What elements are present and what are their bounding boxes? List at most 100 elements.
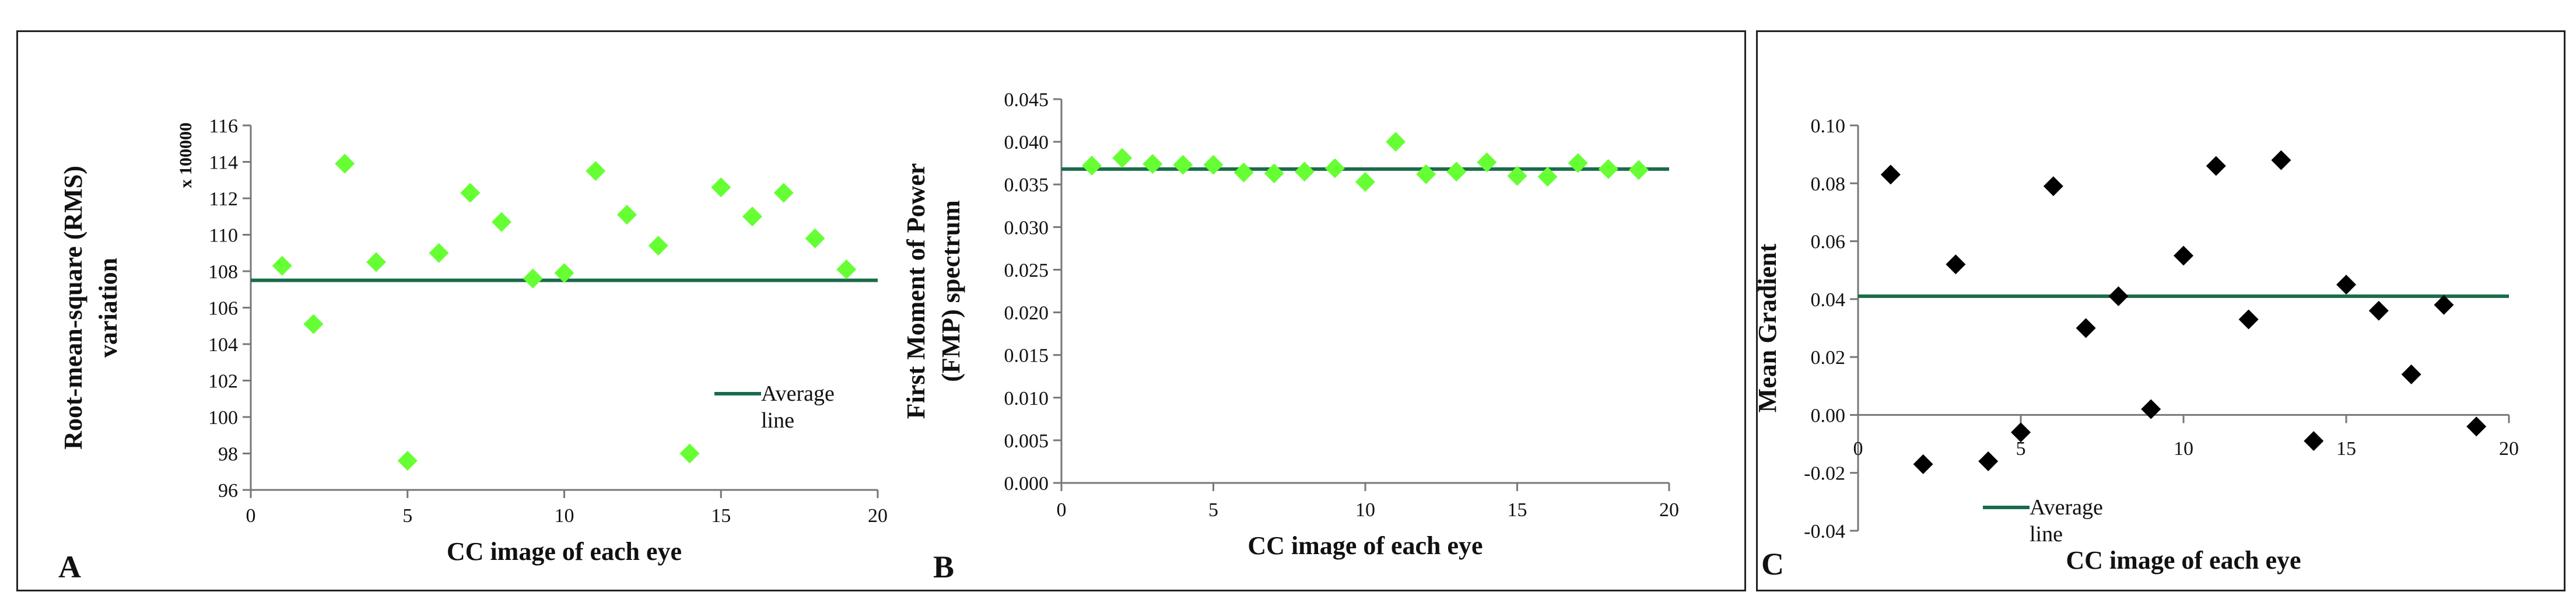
y-tick-label: 104	[208, 334, 238, 356]
data-point	[2141, 399, 2161, 419]
data-point	[366, 252, 386, 272]
x-tick-label: 15	[1508, 499, 1527, 521]
data-point	[1264, 163, 1284, 184]
y-tick-label: 116	[209, 115, 238, 137]
data-point	[1978, 451, 1999, 471]
y-tick-label: 0.00	[1811, 405, 1846, 426]
y-tick-label: -0.04	[1804, 521, 1845, 542]
data-point	[272, 255, 292, 276]
y-tick-label: 0.10	[1811, 115, 1846, 137]
data-point	[303, 314, 324, 334]
data-point	[2076, 318, 2096, 338]
y-tick-label: 0.010	[1004, 388, 1049, 409]
data-point	[1355, 171, 1375, 192]
panel-letter-a: A	[58, 549, 81, 584]
y-axis-label: (FMP) spectrum	[937, 200, 965, 382]
panel-letter-b: B	[933, 549, 954, 584]
data-point	[429, 243, 449, 263]
panel-ab-frame	[16, 30, 1746, 591]
y-tick-label: 0.005	[1004, 430, 1049, 452]
x-tick-label: 20	[868, 505, 888, 527]
data-point	[1507, 166, 1527, 186]
panel-letter-c: C	[1761, 547, 1784, 582]
data-point	[1082, 156, 1102, 176]
y-tick-label: 0.040	[1004, 132, 1049, 153]
legend-label: line	[761, 408, 794, 433]
x-tick-label: 5	[402, 505, 412, 527]
data-point	[742, 206, 762, 227]
data-point	[554, 263, 574, 283]
data-point	[1294, 162, 1315, 182]
x-tick-label: 0	[1853, 438, 1863, 460]
y-tick-label: 112	[209, 188, 238, 210]
x-tick-label: 15	[2336, 438, 2356, 460]
legend-label: Average	[761, 381, 835, 406]
data-point	[2174, 246, 2193, 266]
x-tick-label: 20	[2499, 438, 2519, 460]
data-point	[2304, 431, 2324, 451]
y-tick-label: 100	[208, 407, 238, 429]
y-tick-label: 0.06	[1811, 232, 1846, 253]
data-point	[1537, 167, 1558, 187]
y-tick-label: 0.045	[1004, 89, 1049, 111]
x-tick-label: 0	[1057, 499, 1067, 521]
data-point	[1416, 164, 1436, 184]
data-point	[1203, 155, 1224, 175]
y-tick-label: 0.02	[1811, 347, 1846, 369]
data-point	[711, 177, 731, 198]
y-tick-label: 0.015	[1004, 345, 1049, 367]
y-tick-label: 114	[209, 152, 238, 174]
data-point	[1568, 153, 1588, 173]
x-tick-label: 5	[2016, 438, 2026, 460]
x-tick-label: 0	[246, 505, 256, 527]
y-tick-label: 96	[218, 480, 238, 502]
x-axis-label: CC image of each eye	[1247, 531, 1482, 560]
x-axis-label: CC image of each eye	[447, 537, 682, 566]
data-point	[1112, 148, 1133, 168]
y-axis-label: Root-mean-square (RMS)	[59, 166, 87, 450]
chart-panel-b: 0.000 0.005 0.010 0.015 0.020 0.025 0.030 0.035…	[902, 89, 1679, 584]
y-tick-label: 98	[218, 444, 238, 465]
chart-panel-c: -0.04 -0.02 0.00 0.02 0.04 0.06 0.08 0.10 0 5 10 15…	[1753, 115, 2519, 582]
y-axis-label: Mean Gradient	[1753, 243, 1782, 412]
y-tick-label: 106	[208, 298, 238, 320]
y-axis-multiplier: x 100000	[176, 122, 195, 188]
data-point	[1233, 162, 1254, 183]
data-point	[836, 259, 857, 279]
data-point	[773, 183, 794, 203]
x-tick-label: 15	[711, 505, 731, 527]
data-point	[2434, 295, 2454, 315]
y-tick-label: 0.025	[1004, 260, 1049, 281]
y-tick-label: 0.030	[1004, 217, 1049, 239]
y-tick-label: 0.000	[1004, 473, 1049, 495]
data-point	[492, 212, 511, 232]
data-point	[679, 443, 700, 464]
panel-c-frame	[1756, 30, 2566, 591]
y-tick-label: 0.08	[1811, 173, 1846, 195]
data-point	[1386, 132, 1406, 152]
data-point	[1446, 162, 1467, 182]
data-point	[2043, 176, 2063, 197]
data-point	[2401, 364, 2421, 384]
data-point	[586, 161, 606, 181]
data-point	[2336, 275, 2356, 295]
data-point	[1173, 155, 1193, 175]
legend-label: Average	[2030, 495, 2103, 520]
y-tick-label: 102	[208, 371, 238, 393]
data-point	[617, 205, 637, 225]
data-point	[1477, 152, 1497, 173]
data-point	[1598, 159, 1618, 179]
x-tick-label: 10	[555, 505, 574, 527]
data-point	[1142, 154, 1163, 174]
data-point	[2368, 300, 2389, 321]
x-tick-label: 20	[1659, 499, 1679, 521]
data-point	[1628, 160, 1649, 180]
y-axis-label: variation	[94, 258, 122, 358]
x-tick-label: 10	[1355, 499, 1375, 521]
data-point	[805, 228, 825, 248]
data-point	[397, 451, 418, 471]
x-tick-label: 5	[1208, 499, 1218, 521]
data-point	[2271, 150, 2291, 170]
data-point	[335, 153, 355, 174]
